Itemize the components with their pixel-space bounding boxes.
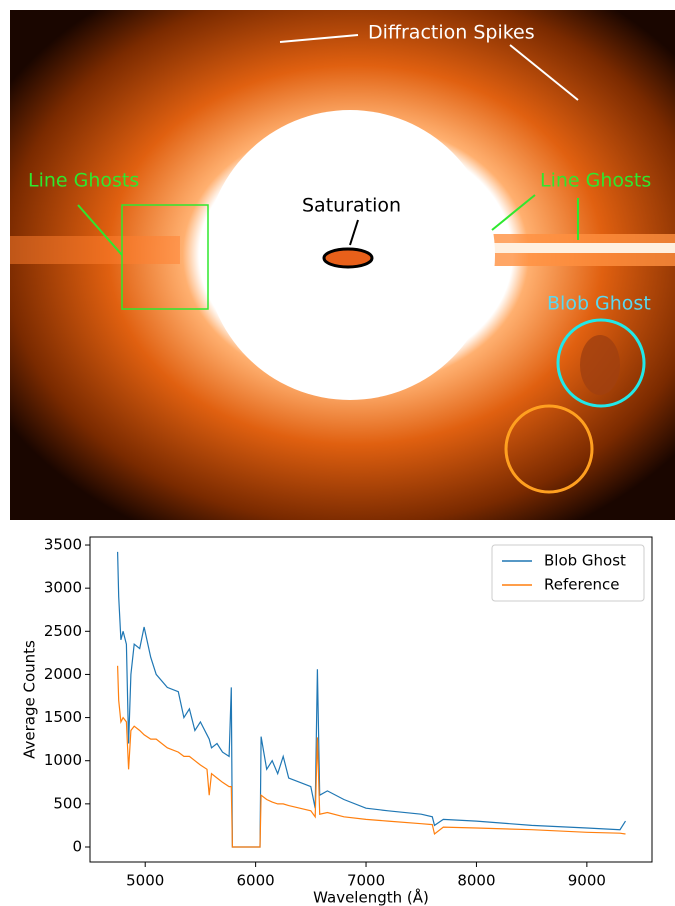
pointer (77, 204, 123, 256)
x-axis-label: Wavelength (Å) (313, 888, 429, 906)
sky-image: Diffraction Spikes Line Ghosts Line Ghos… (10, 10, 675, 520)
legend-label: Blob Ghost (544, 552, 626, 570)
pointer (279, 34, 359, 43)
x-tick-label: 8000 (457, 872, 495, 890)
annotation: Saturation (302, 195, 401, 217)
line-ghost-left (10, 236, 180, 264)
blob-ghost-circle (556, 318, 646, 408)
y-tick-label: 2500 (44, 622, 82, 640)
annotation: Blob Ghost (547, 293, 651, 315)
x-tick-label: 9000 (568, 872, 606, 890)
chart: 0 500 1000 1500 2000 2500 3000 3500 5000 6000 7000… (21, 536, 653, 906)
annotation: Diffraction Spikes (368, 22, 535, 44)
annotation: Line Ghosts (28, 170, 139, 192)
blob (580, 335, 620, 395)
y-tick-label: 3000 (44, 579, 82, 597)
x-tick-label: 7000 (347, 872, 385, 890)
line-ghost-core (490, 243, 675, 253)
y-axis-label: Average Counts (21, 640, 39, 759)
y-tick-label: 500 (53, 794, 82, 812)
y-tick-label: 2000 (44, 665, 82, 683)
series-line (117, 665, 626, 848)
reference-circle (504, 404, 594, 494)
x-tick-label: 5000 (126, 872, 164, 890)
saturation-spot (322, 247, 374, 269)
line-ghost-box (121, 204, 209, 310)
x-tick-label: 6000 (237, 872, 275, 890)
legend-label: Reference (544, 576, 620, 594)
y-tick-label: 1000 (44, 751, 82, 769)
pointer (491, 194, 536, 231)
legend-box (491, 544, 645, 602)
y-tick-label: 3500 (44, 536, 82, 554)
annotation: Line Ghosts (540, 170, 651, 192)
plot-frame (89, 536, 653, 863)
pointer (349, 219, 359, 246)
y-tick-label: 1500 (44, 708, 82, 726)
pointer (509, 44, 579, 101)
y-tick-label: 0 (72, 837, 82, 855)
